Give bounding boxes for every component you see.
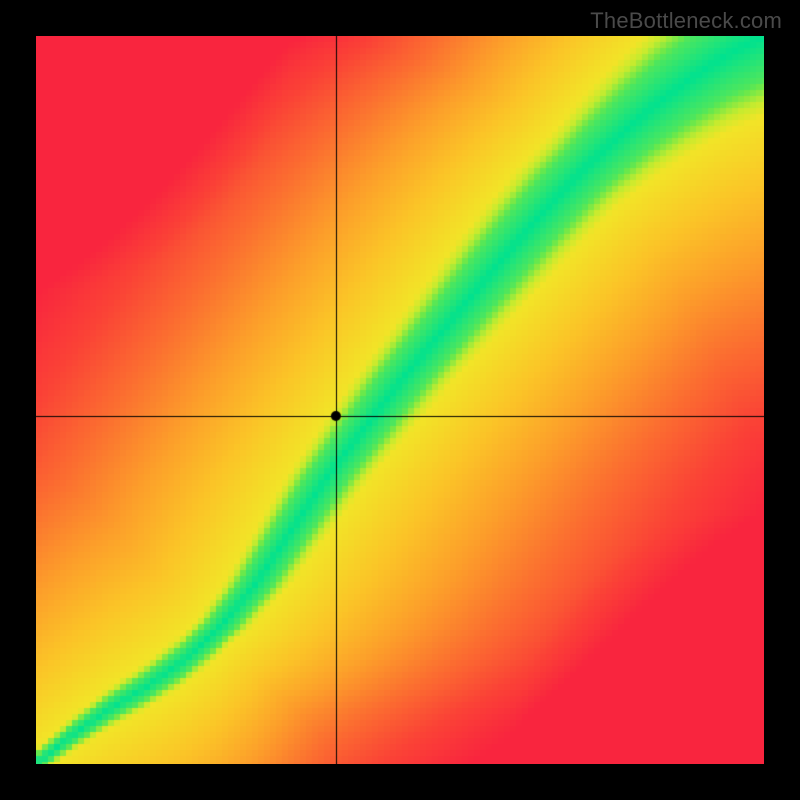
crosshair-overlay [36,36,764,764]
watermark-label: TheBottleneck.com [590,8,782,34]
chart-container: TheBottleneck.com [0,0,800,800]
